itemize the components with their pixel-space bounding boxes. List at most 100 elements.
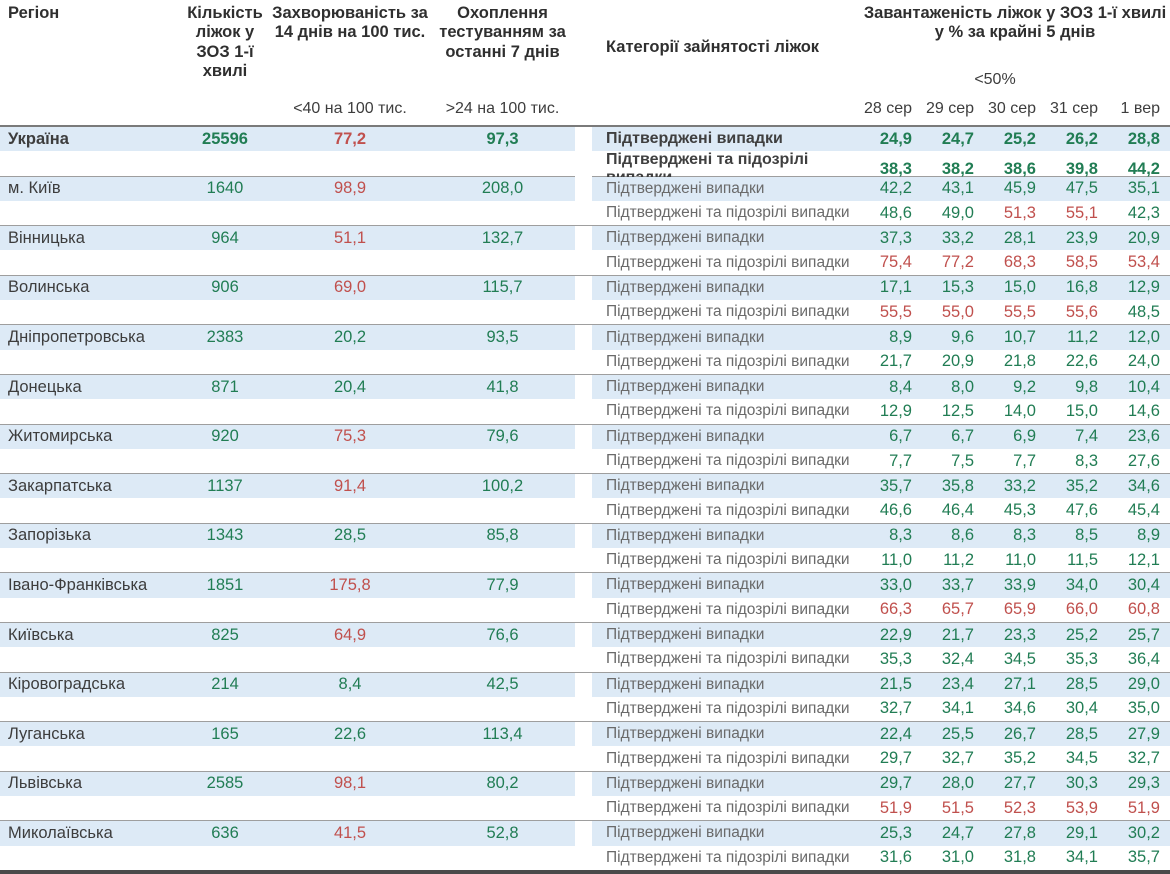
incidence-value: 75,3 <box>270 424 430 449</box>
region-block: м. Київ 1640 98,9 208,0 Підтверджені випадки… <box>0 176 1170 227</box>
region-block: Івано-Франківська 1851 175,8 77,9 Підтвердже… <box>0 573 1170 623</box>
column-gutter <box>575 424 592 449</box>
column-gutter <box>575 548 592 573</box>
table-row: Вінницька 964 51,1 132,7 Підтверджені випадк… <box>0 226 1170 251</box>
incidence-value: 20,4 <box>270 374 430 400</box>
load-value: 37,3 <box>860 226 922 251</box>
beds-value: 214 <box>180 672 270 697</box>
load-value: 11,2 <box>943 550 974 569</box>
load-value: 27,9 <box>1108 722 1170 747</box>
load-value: 30,4 <box>1108 573 1170 598</box>
header-incidence: Захворюваність за 14 днів на 100 тис. <box>272 4 428 42</box>
load-value: 31,8 <box>1003 848 1036 867</box>
load-value: 34,0 <box>1046 573 1108 598</box>
table-body: Україна 25596 77,2 97,3 Підтверджені випадки… <box>0 127 1170 874</box>
load-value: 24,7 <box>922 127 984 152</box>
empty-cell <box>270 201 430 225</box>
empty-cell <box>180 399 270 423</box>
category-label-confirmed: Підтверджені випадки <box>592 523 860 549</box>
table-row: Підтверджені та підозрілі випадки 75,4 77,… <box>0 250 1170 275</box>
table-row: Закарпатська 1137 91,4 100,2 Підтверджені ви… <box>0 474 1170 499</box>
beds-value: 25596 <box>180 127 270 152</box>
column-gutter <box>575 622 592 648</box>
table-row: Підтверджені та підозрілі випадки 35,3 32,… <box>0 647 1170 672</box>
load-value: 11,5 <box>1067 550 1098 569</box>
load-value: 33,2 <box>984 474 1046 499</box>
header-date-2: 30 сер <box>987 99 1036 117</box>
incidence-value: 51,1 <box>270 226 430 251</box>
empty-cell <box>430 548 575 572</box>
load-value: 51,9 <box>879 798 912 817</box>
empty-cell <box>270 647 430 671</box>
incidence-value: 41,5 <box>270 821 430 846</box>
region-block: Закарпатська 1137 91,4 100,2 Підтверджені ви… <box>0 474 1170 524</box>
category-label-confirmed-suspected: Підтверджені та підозрілі випадки <box>606 204 850 222</box>
load-value: 23,3 <box>984 622 1046 648</box>
load-value: 29,1 <box>1046 821 1108 846</box>
empty-cell <box>0 399 180 423</box>
load-value: 22,6 <box>1065 352 1098 371</box>
table-row: Кіровоградська 214 8,4 42,5 Підтверджені вип… <box>0 672 1170 697</box>
load-value: 31,6 <box>879 848 912 867</box>
load-value: 32,7 <box>941 749 974 768</box>
region-block: Кіровоградська 214 8,4 42,5 Підтверджені вип… <box>0 672 1170 723</box>
table-row: Підтверджені та підозрілі випадки 66,3 65,… <box>0 597 1170 622</box>
testing-value: 77,9 <box>430 573 575 598</box>
beds-value: 2585 <box>180 771 270 797</box>
load-value: 24,9 <box>860 127 922 152</box>
category-label-confirmed-suspected: Підтверджені та підозрілі випадки <box>606 749 850 767</box>
load-value: 35,7 <box>1127 848 1160 867</box>
region-block: Україна 25596 77,2 97,3 Підтверджені випадки… <box>0 127 1170 188</box>
load-value: 26,2 <box>1046 127 1108 152</box>
load-value: 28,1 <box>984 226 1046 251</box>
empty-cell <box>430 647 575 671</box>
empty-cell <box>0 201 180 225</box>
column-gutter <box>575 226 592 251</box>
header-load-title: Завантаженість ліжок у ЗОЗ 1-ї хвилі у %… <box>863 4 1167 42</box>
load-value: 30,3 <box>1046 771 1108 797</box>
category-label-confirmed: Підтверджені випадки <box>592 325 860 350</box>
testing-value: 76,6 <box>430 622 575 648</box>
empty-cell <box>430 300 575 324</box>
testing-value: 42,5 <box>430 672 575 697</box>
region-block: Вінницька 964 51,1 132,7 Підтверджені випадк… <box>0 226 1170 276</box>
load-value: 9,6 <box>922 325 984 350</box>
empty-cell <box>270 796 430 820</box>
table-row: Івано-Франківська 1851 175,8 77,9 Підтвердже… <box>0 573 1170 598</box>
load-value: 25,2 <box>1046 622 1108 648</box>
category-label-confirmed: Підтверджені випадки <box>592 176 860 201</box>
column-gutter <box>575 374 592 400</box>
table-row: Підтверджені та підозрілі випадки 29,7 32,… <box>0 746 1170 771</box>
load-value: 15,0 <box>984 275 1046 301</box>
testing-value: 115,7 <box>430 275 575 301</box>
empty-cell <box>430 399 575 423</box>
column-gutter <box>575 399 592 424</box>
empty-cell <box>180 548 270 572</box>
load-value: 48,6 <box>879 203 912 222</box>
region-name: Київська <box>0 622 180 648</box>
load-value: 46,6 <box>879 501 912 520</box>
load-value: 38,3 <box>879 159 912 178</box>
table-row: Волинська 906 69,0 115,7 Підтверджені випадк… <box>0 275 1170 301</box>
empty-cell <box>430 498 575 522</box>
beds-value: 1851 <box>180 573 270 598</box>
load-value: 21,7 <box>922 622 984 648</box>
testing-value: 100,2 <box>430 474 575 499</box>
load-value: 49,0 <box>941 203 974 222</box>
region-name: м. Київ <box>0 176 180 201</box>
incidence-value: 20,2 <box>270 325 430 350</box>
load-value: 15,3 <box>922 275 984 301</box>
load-value: 27,6 <box>1127 451 1160 470</box>
load-value: 75,4 <box>879 253 912 272</box>
load-value: 27,1 <box>984 672 1046 697</box>
load-value: 33,9 <box>984 573 1046 598</box>
load-value: 55,5 <box>1003 302 1036 321</box>
load-value: 24,0 <box>1127 352 1160 371</box>
load-value: 7,4 <box>1046 424 1108 449</box>
table-header: Регіон Кількість ліжок у ЗОЗ 1-ї хвилі З… <box>0 0 1170 127</box>
header-date-4: 1 вер <box>1120 99 1160 117</box>
load-value: 6,7 <box>922 424 984 449</box>
load-value: 32,7 <box>1127 749 1160 768</box>
incidence-value: 98,9 <box>270 176 430 201</box>
load-value: 35,2 <box>1003 749 1036 768</box>
